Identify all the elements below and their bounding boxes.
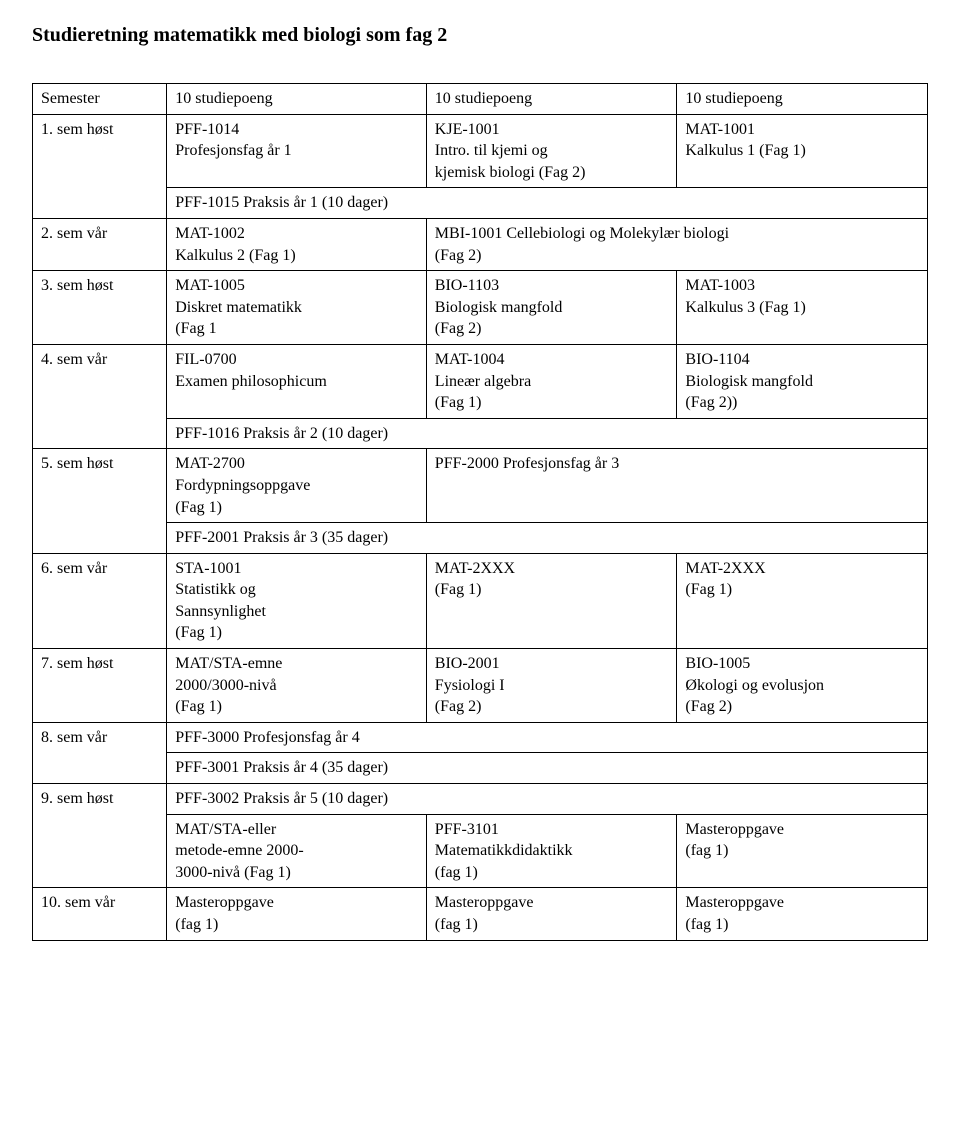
semester-cell: 3. sem høst — [33, 271, 167, 345]
table-row: 4. sem vår FIL-0700 Examen philosophicum… — [33, 344, 928, 418]
table-header-row: Semester 10 studiepoeng 10 studiepoeng 1… — [33, 84, 928, 115]
course-cell: MBI-1001 Cellebiologi og Molekylær biolo… — [426, 218, 927, 270]
course-cell: Masteroppgave (fag 1) — [426, 888, 677, 940]
course-cell: MAT-1003 Kalkulus 3 (Fag 1) — [677, 271, 928, 345]
page-title: Studieretning matematikk med biologi som… — [32, 24, 928, 47]
study-plan-table: Semester 10 studiepoeng 10 studiepoeng 1… — [32, 83, 928, 941]
course-cell: MAT/STA-emne 2000/3000-nivå (Fag 1) — [167, 649, 427, 723]
table-row: 10. sem vår Masteroppgave (fag 1) Master… — [33, 888, 928, 940]
table-row: 2. sem vår MAT-1002 Kalkulus 2 (Fag 1) M… — [33, 218, 928, 270]
course-cell: Masteroppgave (fag 1) — [677, 888, 928, 940]
table-row: PFF-1016 Praksis år 2 (10 dager) — [33, 418, 928, 449]
header-sp1: 10 studiepoeng — [167, 84, 427, 115]
course-cell: PFF-2000 Profesjonsfag år 3 — [426, 449, 927, 523]
table-row: 7. sem høst MAT/STA-emne 2000/3000-nivå … — [33, 649, 928, 723]
table-row: 6. sem vår STA-1001 Statistikk og Sannsy… — [33, 553, 928, 648]
course-cell: BIO-1103 Biologisk mangfold (Fag 2) — [426, 271, 677, 345]
table-row: 9. sem høst PFF-3002 Praksis år 5 (10 da… — [33, 784, 928, 815]
table-row: 3. sem høst MAT-1005 Diskret matematikk … — [33, 271, 928, 345]
praksis-cell: PFF-2001 Praksis år 3 (35 dager) — [167, 523, 928, 554]
course-cell: MAT-1004 Lineær algebra (Fag 1) — [426, 344, 677, 418]
praksis-cell: PFF-1016 Praksis år 2 (10 dager) — [167, 418, 928, 449]
praksis-cell: PFF-3002 Praksis år 5 (10 dager) — [167, 784, 928, 815]
course-cell: PFF-3000 Profesjonsfag år 4 — [167, 722, 928, 753]
table-row: PFF-1015 Praksis år 1 (10 dager) — [33, 188, 928, 219]
table-row: 1. sem høst PFF-1014 Profesjonsfag år 1 … — [33, 114, 928, 188]
course-cell: MAT-1005 Diskret matematikk (Fag 1 — [167, 271, 427, 345]
table-row: MAT/STA-eller metode-emne 2000- 3000-niv… — [33, 814, 928, 888]
course-cell: BIO-1104 Biologisk mangfold (Fag 2)) — [677, 344, 928, 418]
course-cell: MAT-1001 Kalkulus 1 (Fag 1) — [677, 114, 928, 188]
course-cell: BIO-2001 Fysiologi I (Fag 2) — [426, 649, 677, 723]
course-cell: PFF-1014 Profesjonsfag år 1 — [167, 114, 427, 188]
course-cell: STA-1001 Statistikk og Sannsynlighet (Fa… — [167, 553, 427, 648]
course-cell: FIL-0700 Examen philosophicum — [167, 344, 427, 418]
course-cell: BIO-1005 Økologi og evolusjon (Fag 2) — [677, 649, 928, 723]
semester-cell: 5. sem høst — [33, 449, 167, 553]
course-cell: Masteroppgave (fag 1) — [167, 888, 427, 940]
course-cell: MAT-2XXX (Fag 1) — [677, 553, 928, 648]
table-row: PFF-3001 Praksis år 4 (35 dager) — [33, 753, 928, 784]
praksis-cell: PFF-1015 Praksis år 1 (10 dager) — [167, 188, 928, 219]
course-cell: PFF-3101 Matematikkdidaktikk (fag 1) — [426, 814, 677, 888]
table-row: 5. sem høst MAT-2700 Fordypningsoppgave … — [33, 449, 928, 523]
course-cell: MAT-2700 Fordypningsoppgave (Fag 1) — [167, 449, 427, 523]
semester-cell: 6. sem vår — [33, 553, 167, 648]
table-row: PFF-2001 Praksis år 3 (35 dager) — [33, 523, 928, 554]
semester-cell: 9. sem høst — [33, 784, 167, 888]
header-semester: Semester — [33, 84, 167, 115]
semester-cell: 8. sem vår — [33, 722, 167, 783]
semester-cell: 7. sem høst — [33, 649, 167, 723]
header-sp2: 10 studiepoeng — [426, 84, 677, 115]
course-cell: MAT-2XXX (Fag 1) — [426, 553, 677, 648]
praksis-cell: PFF-3001 Praksis år 4 (35 dager) — [167, 753, 928, 784]
semester-cell: 4. sem vår — [33, 344, 167, 448]
course-cell: Masteroppgave (fag 1) — [677, 814, 928, 888]
course-cell: MAT/STA-eller metode-emne 2000- 3000-niv… — [167, 814, 427, 888]
course-cell: KJE-1001 Intro. til kjemi og kjemisk bio… — [426, 114, 677, 188]
semester-cell: 10. sem vår — [33, 888, 167, 940]
course-cell: MAT-1002 Kalkulus 2 (Fag 1) — [167, 218, 427, 270]
semester-cell: 2. sem vår — [33, 218, 167, 270]
table-row: 8. sem vår PFF-3000 Profesjonsfag år 4 — [33, 722, 928, 753]
header-sp3: 10 studiepoeng — [677, 84, 928, 115]
semester-cell: 1. sem høst — [33, 114, 167, 218]
